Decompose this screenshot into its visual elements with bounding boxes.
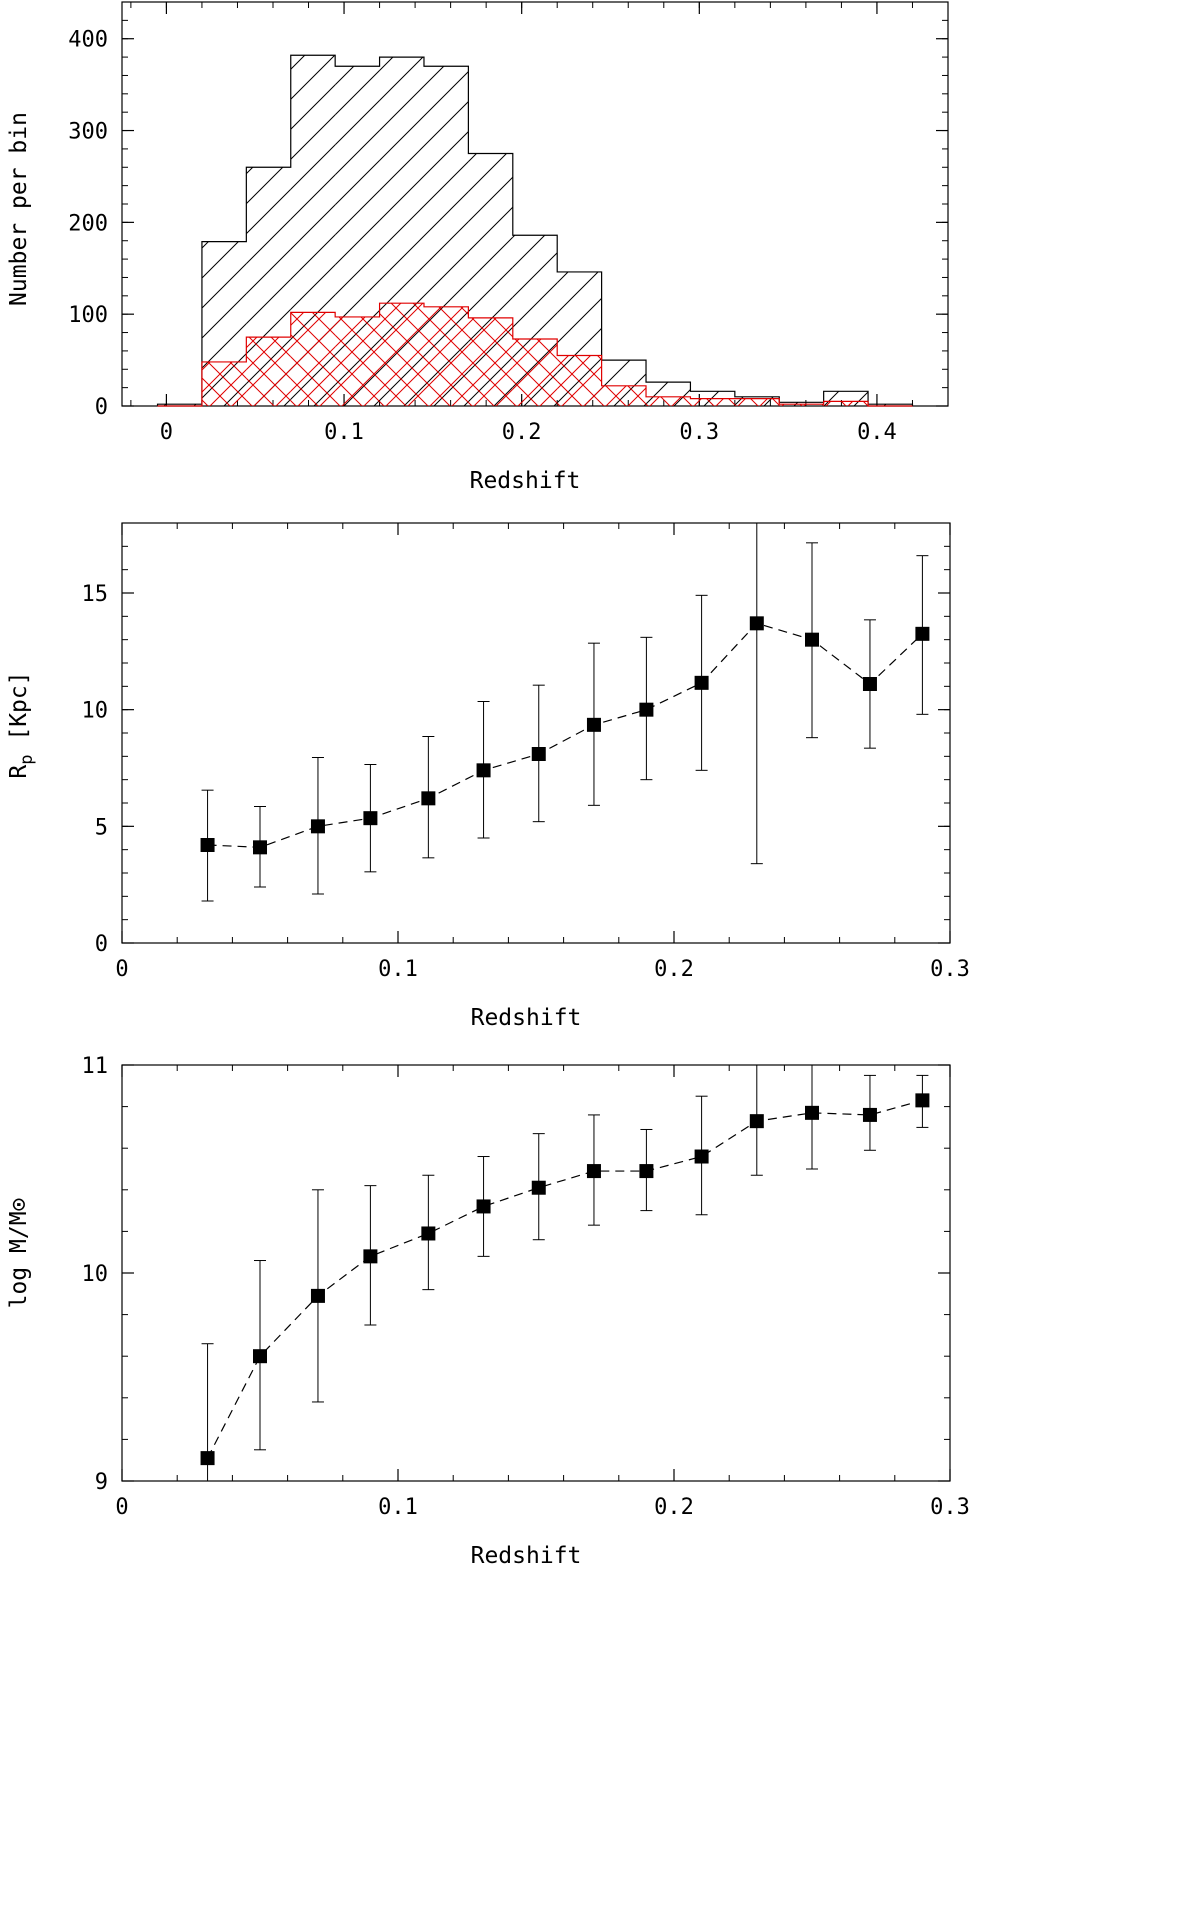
data-point	[363, 1249, 378, 1264]
y-tick-label: 10	[82, 699, 109, 724]
plot-frame	[121, 1064, 951, 1482]
data-point	[805, 632, 819, 647]
data-point	[862, 677, 877, 691]
histogram-bar	[201, 361, 247, 406]
x-tick-label: 0.4	[857, 420, 897, 445]
y-tick-label: 5	[95, 815, 108, 840]
data-point	[200, 1451, 215, 1466]
data-point	[310, 819, 325, 834]
histogram-bar	[779, 404, 824, 406]
mass-panel: 0 0.1 0.2 0.3 9 10 11 Redshift log M/M⊙	[6, 1054, 970, 1569]
y-tick-label: 200	[68, 211, 108, 236]
y-tick-label: 300	[68, 120, 108, 145]
data-point	[253, 840, 267, 855]
y-tick-label: 0	[95, 932, 108, 957]
y-tick-label: 400	[68, 28, 108, 53]
x-tick-label: 0.3	[930, 1495, 970, 1520]
data-point	[586, 717, 601, 732]
histogram-outline	[156, 54, 914, 406]
data-point	[476, 1199, 491, 1214]
histogram-bar	[823, 401, 869, 406]
data-point	[421, 1226, 436, 1241]
histogram-bar	[423, 306, 469, 406]
data-point	[253, 1349, 267, 1364]
data-point	[694, 675, 709, 690]
histogram-bar	[246, 337, 291, 406]
data-point	[749, 616, 764, 631]
x-axis-label: Redshift	[471, 1005, 582, 1031]
histogram-bar	[512, 338, 558, 406]
y-tick-label: 9	[95, 1470, 108, 1495]
x-axis-label: Redshift	[470, 468, 581, 494]
data-point	[476, 763, 491, 778]
y-tick-label: 0	[95, 395, 108, 420]
data-point	[915, 1093, 930, 1108]
x-tick-label: 0.2	[654, 957, 694, 982]
trend-line	[207, 1099, 923, 1459]
x-axis-label: Redshift	[471, 1543, 582, 1569]
y-tick-label: 15	[82, 582, 109, 607]
histogram-bar	[157, 404, 202, 406]
histogram-panel: 0 0.1 0.2 0.3 0.4 0 100 200 300 400 Redshift Number…	[6, 1, 949, 494]
x-tick-label: 0.1	[378, 1495, 418, 1520]
data-point	[363, 811, 378, 826]
y-tick-label: 11	[82, 1054, 109, 1079]
x-tick-label: 0.2	[654, 1495, 694, 1520]
x-tick-label: 0.2	[502, 420, 542, 445]
x-tick-label: 0	[115, 1495, 128, 1520]
histogram-bar	[690, 398, 735, 406]
data-point	[639, 1164, 654, 1179]
x-tick-label: 0.3	[930, 957, 970, 982]
y-axis-label-subscript: p	[17, 754, 37, 764]
data-point	[310, 1288, 325, 1303]
data-point	[805, 1105, 819, 1120]
data-point	[915, 626, 930, 641]
histogram-bar	[468, 317, 513, 406]
data-point	[200, 838, 215, 852]
data-point	[531, 1180, 546, 1195]
data-point	[694, 1149, 709, 1164]
histogram-bar	[379, 303, 424, 406]
data-point	[639, 702, 654, 717]
histogram-subsample	[157, 302, 913, 407]
data-point	[531, 747, 546, 761]
x-tick-label: 0.1	[324, 420, 364, 445]
data-point	[421, 791, 436, 806]
x-tick-label: 0.3	[679, 420, 719, 445]
histogram-bar	[868, 404, 913, 406]
y-axis-label: log M/M⊙	[6, 1198, 32, 1309]
data-point	[586, 1164, 601, 1179]
histogram-bar	[601, 385, 647, 406]
y-axis-label: Rp [Kpc]	[6, 671, 37, 778]
x-tick-label: 0	[115, 957, 128, 982]
histogram-outline	[157, 302, 913, 407]
histogram-bar	[290, 312, 336, 406]
x-tick-label: 0	[160, 420, 173, 445]
trend-line	[207, 622, 923, 848]
histogram-bar	[646, 396, 691, 406]
plot-frame	[121, 522, 951, 944]
y-axis-label: Number per bin	[6, 112, 32, 306]
y-axis-label-main: R	[6, 765, 32, 779]
data-point	[862, 1107, 877, 1122]
radius-panel: 0 0.1 0.2 0.3 0 5 10 15 Redshift Rp [Kpc]	[6, 522, 970, 1031]
histogram-bar	[734, 398, 780, 406]
y-axis-label-unit: [Kpc]	[6, 671, 32, 754]
histogram-bar	[557, 355, 602, 406]
x-tick-label: 0.1	[378, 957, 418, 982]
y-tick-label: 100	[68, 303, 108, 328]
y-tick-label: 10	[82, 1262, 109, 1287]
data-point	[749, 1114, 764, 1129]
histogram-bar	[335, 316, 380, 406]
